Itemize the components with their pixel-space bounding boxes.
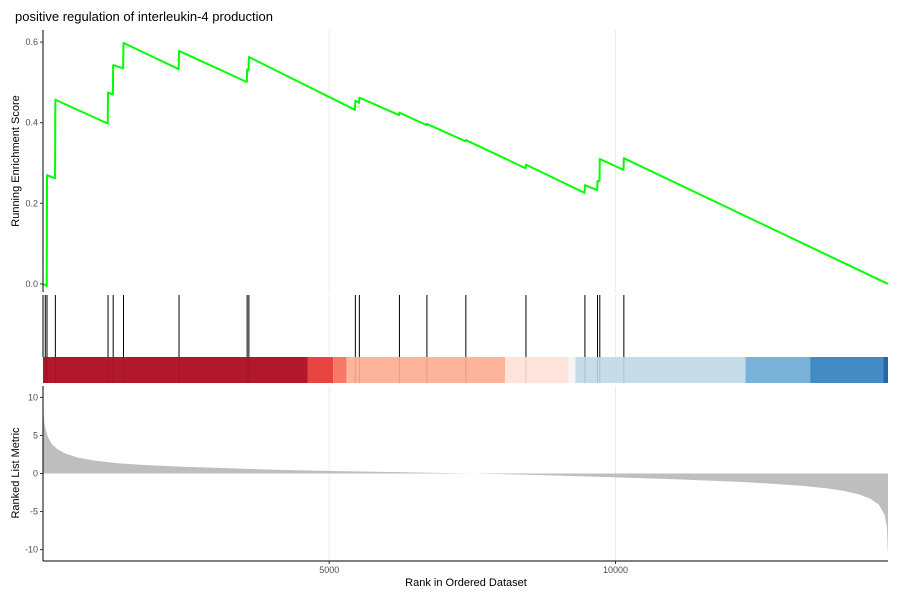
- rank-bar-segment: [505, 357, 569, 383]
- x-tick-label: 5000: [319, 565, 339, 575]
- x-tick-label: 10000: [603, 565, 628, 575]
- rank-bar-segment: [333, 357, 347, 383]
- ranked-metric-y-tick-label: 0: [33, 469, 38, 479]
- ranked-metric-axis-label: Ranked List Metric: [10, 427, 22, 519]
- rank-bar-segment: [745, 357, 811, 383]
- x-axis-label: Rank in Ordered Dataset: [405, 577, 527, 589]
- running-score-y-tick-label: 0.2: [25, 198, 38, 208]
- ranked-metric-y-tick-label: 5: [33, 430, 38, 440]
- running-score-line: [42, 41, 889, 287]
- ranked-metric-y-tick-label: -5: [30, 507, 38, 517]
- running-score-axis-label: Running Enrichment Score: [10, 95, 22, 226]
- rank-bar-segment: [346, 357, 506, 383]
- rank-bar-segment: [43, 357, 308, 383]
- rank-bar-segment: [810, 357, 884, 383]
- rank-bar-segment: [568, 357, 576, 383]
- rank-bar-segment: [883, 357, 888, 383]
- chart-title: positive regulation of interleukin-4 pro…: [15, 9, 273, 24]
- rank-bar-segment: [307, 357, 334, 383]
- running-score-y-tick-label: 0.4: [25, 118, 38, 128]
- ranked-metric-y-tick-label: -10: [25, 545, 38, 555]
- ranked-metric-y-tick-label: 10: [28, 392, 38, 402]
- running-score-y-tick-label: 0.6: [25, 37, 38, 47]
- rank-bar-segment: [575, 357, 746, 383]
- running-score-y-tick-label: 0.0: [25, 279, 38, 289]
